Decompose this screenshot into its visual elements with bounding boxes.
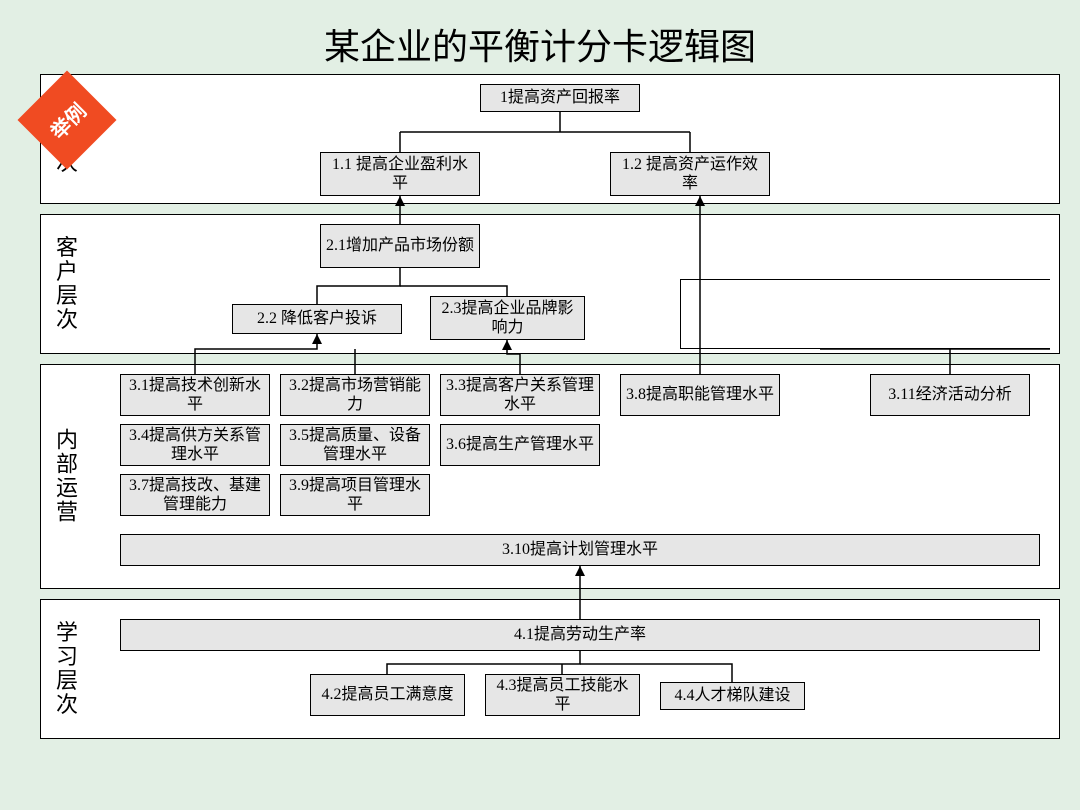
node-n43: 4.3提高员工技能水平 [485, 674, 640, 716]
node-n36: 3.6提高生产管理水平 [440, 424, 600, 466]
node-n22: 2.2 降低客户投诉 [232, 304, 402, 334]
node-n34: 3.4提高供方关系管理水平 [120, 424, 270, 466]
section-label-s4: 学习层次 [53, 609, 81, 729]
node-n12: 1.2 提高资产运作效率 [610, 152, 770, 196]
node-n11: 1.1 提高企业盈利水平 [320, 152, 480, 196]
node-n42: 4.2提高员工满意度 [310, 674, 465, 716]
section-label-s2: 客户层次 [53, 224, 81, 344]
node-n31: 3.1提高技术创新水平 [120, 374, 270, 416]
node-n39: 3.9提高项目管理水平 [280, 474, 430, 516]
node-n35: 3.5提高质量、设备管理水平 [280, 424, 430, 466]
node-n23: 2.3提高企业品牌影响力 [430, 296, 585, 340]
section-label-s3: 内部运营 [53, 374, 81, 579]
node-n37: 3.7提高技改、基建管理能力 [120, 474, 270, 516]
node-n33: 3.3提高客户关系管理水平 [440, 374, 600, 416]
node-n311: 3.11经济活动分析 [870, 374, 1030, 416]
node-n1: 1提高资产回报率 [480, 84, 640, 112]
aux-rect-0 [680, 279, 1050, 349]
node-n41: 4.1提高劳动生产率 [120, 619, 1040, 651]
node-n38: 3.8提高职能管理水平 [620, 374, 780, 416]
ribbon-label: 举例 [43, 96, 92, 145]
node-n21: 2.1增加产品市场份额 [320, 224, 480, 268]
node-n310: 3.10提高计划管理水平 [120, 534, 1040, 566]
node-n44: 4.4人才梯队建设 [660, 682, 805, 710]
bsc-diagram: 务层次客户层次内部运营学习层次 1提高资产回报率1.1 提高企业盈利水平1.2 … [20, 74, 1060, 794]
page-title: 某企业的平衡计分卡逻辑图 [0, 0, 1080, 80]
node-n32: 3.2提高市场营销能力 [280, 374, 430, 416]
